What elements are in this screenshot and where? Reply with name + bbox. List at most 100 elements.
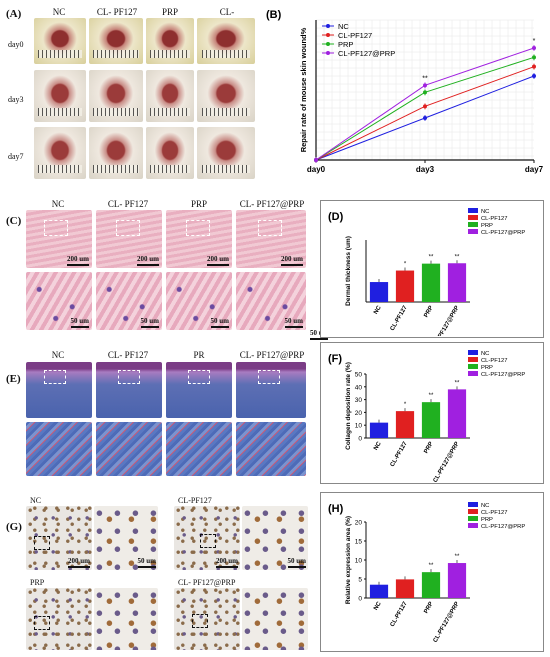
bar-CL-PF127 (395, 579, 415, 598)
legend-marker (326, 33, 330, 37)
y-tick-label: 30 (355, 397, 363, 404)
y-tick-label: 50 (355, 372, 363, 379)
ihc-overview-nc: 200 um (26, 506, 92, 570)
wound-photo-clpf127prp-day0 (197, 18, 255, 64)
data-point (532, 46, 536, 50)
masson-zoom-nc (26, 422, 92, 476)
scale-bar-200: 200 um (207, 255, 229, 266)
scale-bar-50: 50 um (71, 317, 89, 328)
y-axis-label: Repair rate of mouse skin wound% (299, 27, 308, 152)
panel-e-col-clpf127prp: CL- PF127@PRP (239, 350, 305, 360)
data-point (532, 74, 536, 78)
significance-mark: ** (455, 254, 460, 260)
x-tick-label: day0 (307, 165, 326, 174)
panel-a-row-day7: day7 (8, 152, 24, 161)
wound-photo-nc-day3 (34, 70, 86, 122)
panel-c-col-prp: PRP (190, 199, 207, 209)
scale-bar-200: 200 um (216, 557, 238, 568)
scale-bar-50-outside: 50 um (310, 329, 328, 340)
legend-label: PRP (481, 517, 493, 523)
significance-mark: ** (455, 554, 460, 560)
wound-photo-nc-day7 (34, 127, 86, 179)
legend-label: CL-PF127 (481, 510, 507, 516)
x-tick-label: NC (373, 600, 383, 611)
ihc-zoom-prp (94, 588, 158, 650)
legend-label: CL-PF127@PRP (481, 524, 525, 530)
bar-NC (369, 584, 389, 598)
he-overview-nc: 200 um (26, 210, 92, 268)
scale-bar-50: 50 um (288, 557, 306, 568)
masson-zoom-clpf127prp (236, 422, 306, 476)
y-tick-label: 5 (358, 577, 362, 584)
ihc-zoom-nc: 50 um (94, 506, 158, 570)
y-tick-label: 20 (355, 410, 363, 417)
masson-overview-clpf127prp (236, 362, 306, 418)
he-zoom-clpf127: 50 um (96, 272, 162, 330)
legend-marker (326, 24, 330, 28)
y-tick-label: 15 (355, 539, 363, 546)
significance-mark: ** (429, 255, 434, 261)
wound-photo-clpf127-day7 (89, 127, 143, 179)
legend-swatch-NC (468, 350, 478, 355)
legend-label: NC (481, 351, 489, 357)
legend-swatch-CL-PF127 (468, 357, 478, 362)
data-point (532, 64, 536, 69)
y-tick-label: 20 (355, 520, 363, 527)
legend-label: PRP (338, 40, 353, 49)
panel-c-col-nc: NC (51, 199, 65, 209)
significance-mark: ** (429, 563, 434, 569)
y-tick-label: 0 (358, 436, 362, 443)
panel-a-row-day3: day3 (8, 95, 24, 104)
bar-PRP (421, 572, 441, 598)
panel-g-caption-clpf127prp: CL- PF127@PRP (178, 578, 236, 587)
panel-a-col-nc: NC (52, 7, 66, 17)
x-tick-label: day3 (416, 165, 435, 174)
scale-bar-50: 50 um (285, 317, 303, 328)
x-tick-label: CL-PF127 (390, 440, 409, 468)
x-tick-label: CL-PF127@PRP (433, 441, 461, 482)
ihc-zoom-clpf127prp (242, 588, 308, 650)
wound-photo-clpf127prp-day7 (197, 127, 255, 179)
he-zoom-nc: 50 um (26, 272, 92, 330)
masson-zoom-pr (166, 422, 232, 476)
legend-label: CL-PF127@PRP (338, 49, 395, 58)
wound-photo-prp-day3 (146, 70, 194, 122)
he-overview-prp: 200 um (166, 210, 232, 268)
ihc-overview-clpf127prp (174, 588, 240, 650)
significance-mark: * (404, 262, 407, 268)
panel-d-bar-chart: (D) Dermal thickness (um) NC * CL-PF127 ** PRP… (328, 208, 525, 336)
bar-CL-PF127 (395, 411, 415, 438)
panel-g-caption-prp: PRP (30, 578, 45, 587)
masson-overview-nc (26, 362, 92, 418)
panel-f-label: (F) (328, 353, 342, 365)
panel-a-row-day0: day0 (8, 40, 24, 49)
panel-a-label: (A) (6, 8, 22, 20)
wound-photo-clpf127-day3 (89, 70, 143, 122)
he-zoom-prp: 50 um (166, 272, 232, 330)
y-tick-label: 10 (355, 558, 363, 565)
x-tick-label: CL-PF127 (390, 304, 409, 332)
legend-label: NC (481, 209, 489, 215)
scale-bar-50: 50 um (138, 557, 156, 568)
bar-NC (369, 422, 389, 438)
scale-bar-200: 200 um (68, 557, 90, 568)
legend-swatch-NC (468, 208, 478, 213)
x-tick-label: CL-PF127@PRP (433, 601, 461, 644)
legend-label: PRP (481, 365, 493, 371)
panel-b-label: (B) (266, 9, 282, 21)
x-tick-label: PRP (423, 601, 434, 615)
legend-label: CL-PF127@PRP (481, 372, 525, 378)
bar-CL-PF127@PRP (447, 389, 467, 438)
scale-bar-50: 50 um (141, 317, 159, 328)
bar-PRP (421, 263, 441, 302)
legend-swatch-CL-PF127@PRP (468, 371, 478, 376)
data-point (532, 55, 536, 60)
legend-swatch-CL-PF127 (468, 215, 478, 220)
scale-bar-200: 200 um (67, 255, 89, 266)
he-zoom-clpf127prp: 50 um (236, 272, 306, 330)
panel-c-col-clpf127prp: CL- PF127@PRP (239, 199, 305, 209)
panel-g-caption-clpf127: CL-PF127 (178, 496, 212, 505)
panel-e-col-pr: PR (193, 350, 205, 360)
